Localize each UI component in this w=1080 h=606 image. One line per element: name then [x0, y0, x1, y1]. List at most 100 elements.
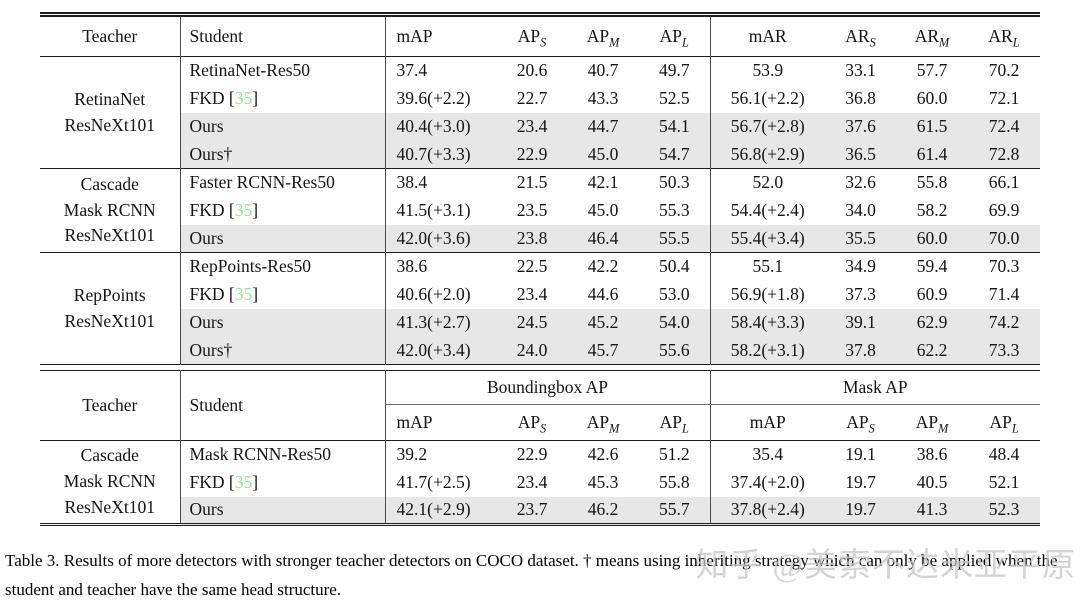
value-cell: 62.9: [896, 308, 968, 337]
col-header: ARL: [968, 15, 1040, 57]
value-cell: 42.0(+3.6): [384, 224, 497, 253]
value-cell: 48.4: [988, 444, 1020, 465]
teacher-line: Cascade: [80, 445, 139, 466]
student-label: RepPoints-Res50: [189, 256, 312, 277]
value-cell: 71.4: [988, 284, 1020, 304]
value-cell: 55.4(+3.4): [709, 224, 825, 253]
student-label: FKD [: [189, 284, 235, 304]
value-cell: 34.0: [845, 200, 876, 220]
value-cell: 58.2: [916, 200, 948, 220]
citation-link[interactable]: 35: [234, 284, 253, 304]
table-row: RetinaNet ResNeXt101 RetinaNet-Res50 37.4 20…: [40, 56, 1040, 169]
header-base: AR: [988, 26, 1013, 46]
value-cell: 53.9: [709, 56, 825, 85]
col-header: mAP: [384, 14, 497, 57]
value-cell: 22.9: [497, 140, 567, 169]
table-row: Ours 42.1(+2.9) 23.7 46.2 55.7 37.8(+2.4) 19.7…: [40, 496, 1041, 525]
value-cell: 35.5: [825, 224, 896, 253]
citation-link[interactable]: 35: [234, 472, 253, 492]
teacher-cell: Cascade Mask RCNN ResNeXt101: [40, 440, 180, 525]
table-row: RepPoints ResNeXt101 RepPoints-Res50 38.6 22…: [40, 252, 1040, 365]
header-subscript: M: [938, 421, 949, 436]
value-cell: 54.4(+2.4): [709, 196, 825, 225]
value-cell: 23.4: [497, 112, 567, 141]
teacher-line: RepPoints: [73, 284, 146, 305]
value-cell: 40.4(+3.0): [384, 112, 497, 141]
value-cell: 51.2: [658, 444, 690, 465]
teacher-line: ResNeXt101: [64, 310, 155, 331]
value-cell: 38.6: [916, 444, 948, 465]
value-cell: 54.0: [639, 308, 710, 337]
col-header: APL: [968, 405, 1040, 441]
citation-link[interactable]: 35: [234, 88, 253, 108]
header-subscript: M: [609, 35, 620, 50]
value-cell: 37.8(+2.4): [709, 496, 826, 525]
value-cell: 60.9: [916, 284, 948, 304]
value-cell: 38.6: [384, 252, 497, 281]
student-label: Ours: [189, 499, 224, 520]
value-cell: 45.0: [567, 140, 639, 169]
value-cell: 23.5: [516, 200, 548, 220]
student-cell: FKD [35]: [179, 84, 385, 113]
col-header: Student: [179, 14, 385, 57]
value-cell: 37.3: [845, 284, 876, 304]
value-cell: 39.6(+2.2): [384, 84, 497, 113]
student-cell: Faster RCNN-Res50: [179, 168, 385, 197]
student-cell: RepPoints-Res50: [179, 252, 385, 281]
teacher-cell: Cascade Mask RCNN ResNeXt101: [40, 168, 180, 253]
value-cell: 32.6: [845, 172, 876, 193]
value-cell: 42.6: [587, 444, 619, 465]
student-label: Ours†: [189, 143, 233, 164]
value-cell: 62.2: [896, 336, 968, 365]
value-cell: 73.3: [968, 336, 1040, 365]
table-row: FKD [35] 40.6(+2.0) 23.4 44.6 53.0 56.9(+1.8)…: [40, 280, 1040, 309]
header-base: AR: [914, 26, 940, 46]
value-cell: 20.6: [516, 60, 548, 81]
header-subscript: S: [540, 421, 547, 436]
value-cell: 22.5: [516, 256, 548, 277]
value-cell: 42.1(+2.9): [384, 496, 497, 525]
value-cell: 35.4: [709, 440, 826, 469]
value-cell: 58.4(+3.3): [709, 308, 825, 337]
value-cell: 50.4: [658, 256, 690, 277]
value-cell: 46.2: [567, 496, 639, 525]
value-cell: 56.9(+1.8): [709, 280, 825, 309]
value-cell: 70.0: [968, 224, 1040, 253]
value-cell: 36.8: [845, 88, 876, 108]
student-label: Ours†: [189, 339, 233, 360]
col-header: ARS: [825, 15, 896, 57]
table-row: Cascade Mask RCNN ResNeXt101 Faster RCNN-Re…: [40, 168, 1040, 253]
header-subscript: M: [939, 35, 950, 50]
table-caption: Table 3. Results of more detectors with …: [5, 546, 1077, 604]
value-cell: 37.8: [825, 336, 896, 365]
header-subscript: M: [609, 421, 620, 436]
value-cell: 46.4: [567, 224, 639, 253]
value-cell: 69.9: [988, 200, 1020, 220]
student-cell: FKD [35]: [179, 280, 385, 309]
value-cell: 72.8: [968, 140, 1040, 169]
student-cell: FKD [35]: [179, 196, 385, 225]
teacher-group: Cascade Mask RCNN ResNeXt101 Faster RCNN-Re…: [40, 168, 1040, 253]
value-cell: 61.5: [896, 112, 968, 141]
citation-link[interactable]: 35: [234, 200, 253, 220]
header-subscript: L: [1011, 421, 1019, 436]
student-label: ]: [252, 88, 259, 108]
value-cell: 55.1: [709, 252, 825, 281]
teacher-cell: RepPoints ResNeXt101: [40, 252, 180, 365]
student-label: Mask RCNN-Res50: [189, 444, 331, 465]
col-header: APM: [567, 15, 639, 57]
value-cell: 56.1(+2.2): [709, 84, 825, 113]
col-header-boundingbox-ap: Boundingbox AP: [384, 370, 711, 405]
header-base: AP: [915, 412, 939, 432]
value-cell: 23.4: [516, 472, 548, 492]
teacher-line: ResNeXt101: [64, 496, 155, 517]
value-cell: 59.4: [916, 256, 948, 277]
value-cell: 52.0: [709, 168, 825, 197]
col-header-student: Student: [179, 370, 385, 441]
value-cell: 74.2: [968, 308, 1040, 337]
value-cell: 40.7: [587, 60, 619, 81]
col-header: mAP: [709, 404, 826, 441]
value-cell: 61.4: [896, 140, 968, 169]
header-base: AP: [659, 26, 683, 46]
table-row: Ours† 42.0(+3.4) 24.0 45.7 55.6 58.2(+3.1) 37.…: [40, 336, 1040, 365]
